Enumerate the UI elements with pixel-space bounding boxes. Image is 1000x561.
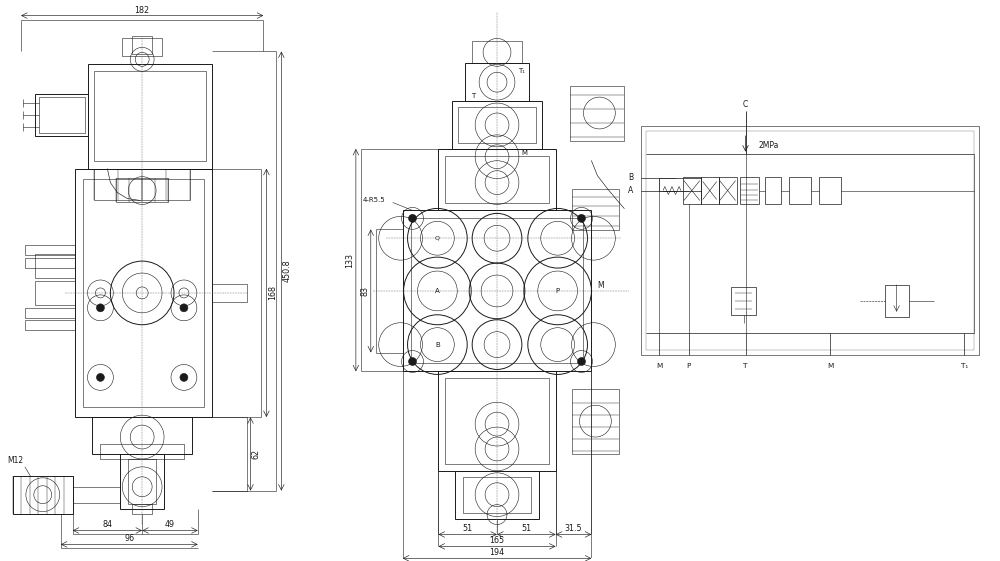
Text: 51: 51 — [463, 525, 473, 534]
Bar — [35, 254, 75, 278]
Text: M: M — [827, 364, 833, 370]
Bar — [458, 107, 536, 143]
Text: P: P — [687, 364, 691, 370]
Bar — [212, 284, 247, 302]
Circle shape — [96, 374, 104, 381]
Bar — [463, 477, 531, 513]
Bar — [452, 101, 542, 149]
Bar — [120, 454, 164, 509]
Bar — [35, 94, 88, 136]
Bar — [403, 210, 591, 371]
Bar — [472, 42, 522, 63]
Text: M: M — [656, 364, 662, 370]
Bar — [13, 476, 73, 513]
Circle shape — [180, 374, 188, 381]
Text: M12: M12 — [7, 457, 23, 466]
Bar — [455, 471, 539, 518]
Text: B: B — [628, 173, 633, 182]
Bar — [740, 177, 759, 204]
Bar — [25, 245, 75, 255]
Bar — [465, 63, 529, 101]
Bar — [641, 126, 979, 355]
Bar — [789, 177, 811, 204]
Text: 165: 165 — [489, 536, 505, 545]
Circle shape — [409, 357, 417, 365]
Text: Q: Q — [435, 236, 440, 241]
Circle shape — [180, 304, 188, 312]
Bar — [128, 459, 156, 504]
Bar — [25, 308, 75, 318]
Text: B: B — [435, 342, 440, 348]
Bar — [701, 177, 719, 204]
Bar — [39, 97, 85, 133]
Text: A: A — [628, 186, 633, 195]
Bar — [94, 169, 190, 200]
Bar — [683, 177, 701, 204]
Bar — [438, 371, 556, 471]
Text: 62: 62 — [252, 449, 261, 459]
Text: 96: 96 — [124, 534, 134, 543]
Bar — [819, 177, 841, 204]
Bar — [438, 149, 556, 210]
Circle shape — [409, 214, 417, 222]
Text: 182: 182 — [135, 6, 150, 15]
Bar — [132, 36, 152, 54]
Bar — [719, 177, 737, 204]
Bar — [94, 71, 206, 160]
Text: 51: 51 — [521, 525, 531, 534]
Text: T: T — [471, 93, 475, 99]
Text: T₁: T₁ — [961, 364, 968, 370]
Bar — [570, 86, 624, 141]
Text: 83: 83 — [360, 286, 369, 296]
Circle shape — [578, 357, 585, 365]
Bar — [411, 218, 583, 364]
Text: 84: 84 — [102, 521, 112, 530]
Bar — [572, 188, 619, 231]
Bar — [765, 177, 781, 204]
Text: M: M — [522, 150, 528, 156]
Bar — [572, 389, 619, 454]
Text: 194: 194 — [489, 548, 505, 557]
Circle shape — [578, 214, 585, 222]
Text: M: M — [597, 282, 604, 291]
Bar — [83, 178, 204, 407]
Text: 450.8: 450.8 — [283, 260, 292, 282]
Text: P: P — [556, 288, 560, 294]
Bar — [122, 39, 162, 56]
Bar — [731, 287, 756, 315]
Bar — [116, 178, 168, 203]
Text: A: A — [435, 288, 440, 294]
Bar — [445, 379, 549, 464]
Text: 168: 168 — [268, 286, 277, 301]
Bar — [92, 417, 192, 454]
Text: 2MPa: 2MPa — [758, 141, 779, 150]
Bar — [132, 504, 152, 513]
Bar — [75, 169, 212, 417]
Bar — [25, 320, 75, 330]
Bar — [88, 65, 212, 169]
Text: C: C — [743, 99, 748, 109]
Text: 133: 133 — [345, 252, 354, 268]
Text: T₁: T₁ — [518, 68, 525, 74]
Bar — [25, 258, 75, 268]
Bar — [100, 444, 184, 459]
Bar — [885, 285, 909, 317]
Text: 49: 49 — [165, 521, 175, 530]
Bar — [35, 281, 75, 305]
Text: T: T — [743, 364, 748, 370]
Bar — [646, 131, 974, 350]
Text: 4-R5.5: 4-R5.5 — [363, 197, 385, 204]
Circle shape — [96, 304, 104, 312]
Bar — [445, 156, 549, 204]
Text: 31.5: 31.5 — [565, 525, 582, 534]
